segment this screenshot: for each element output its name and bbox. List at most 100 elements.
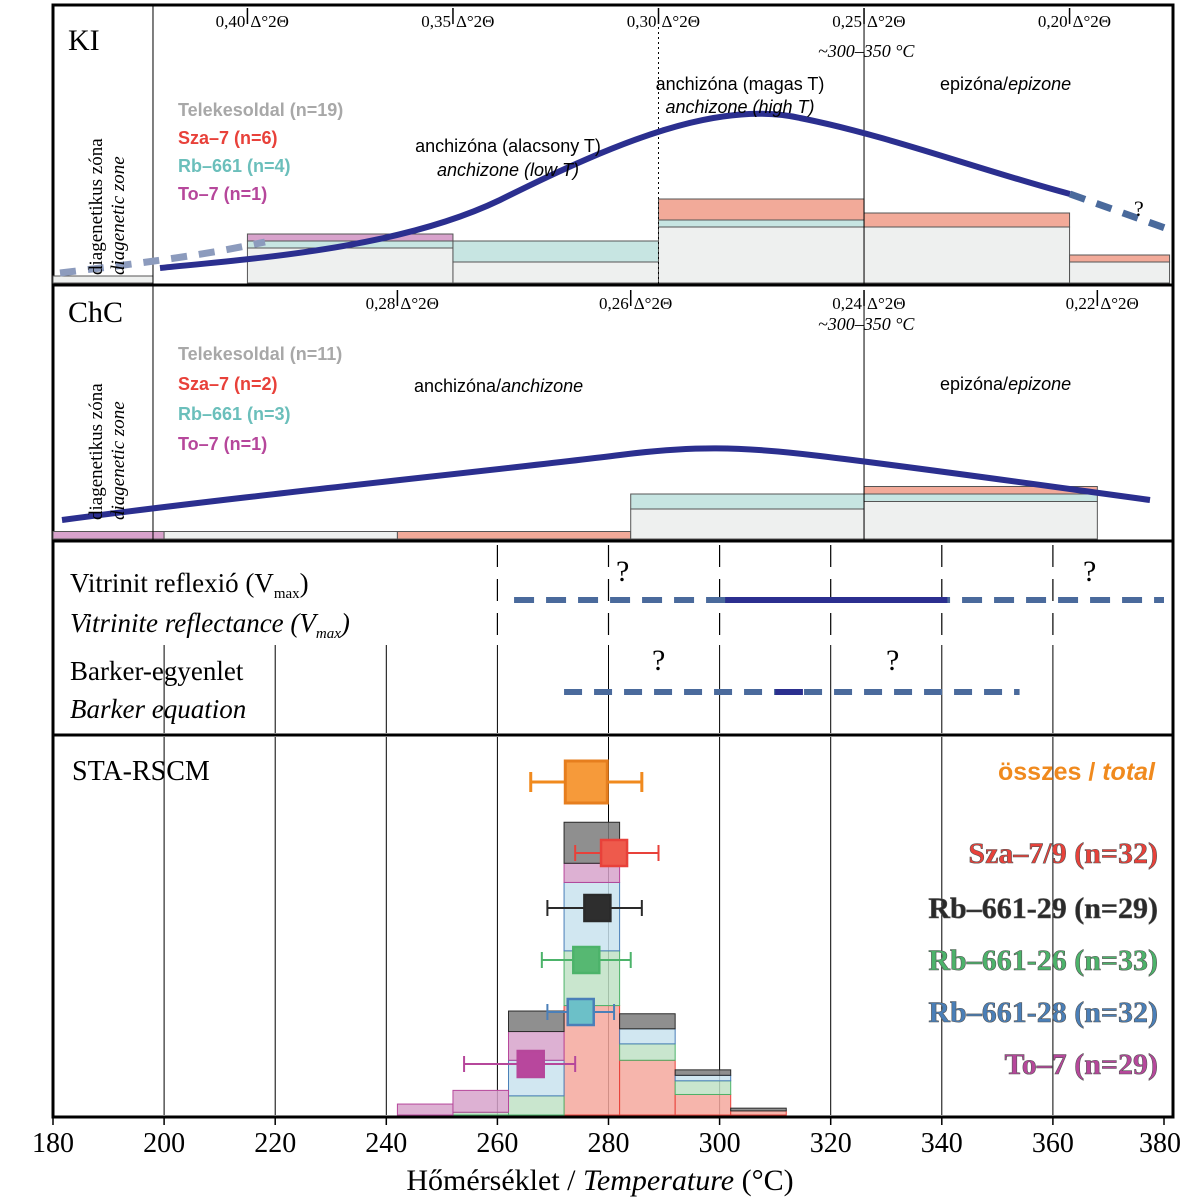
barker-label-hu: Barker-egyenlet — [70, 656, 244, 686]
x-tick-label-10: 380 — [1139, 1128, 1181, 1159]
ki-epizone-label: epizóna/epizone — [940, 74, 1071, 94]
sta-histogram-1-bin-2 — [619, 1013, 676, 1030]
sta-mean-marker-3 — [566, 997, 595, 1027]
chc-histogram-bar-1-seg-0 — [163, 531, 398, 540]
svg-text:diagenetic zone: diagenetic zone — [108, 401, 129, 520]
sta-series-label-0: Sza–7/9 (n=32) — [968, 837, 1158, 870]
chc-legend-telekesoldal: Telekesoldal (n=11) — [178, 344, 342, 364]
x-tick-label-2: 220 — [254, 1128, 296, 1159]
chc-top-tick-unit-2: Δ°2Θ — [867, 294, 906, 313]
sta-series-label-4: To–7 (n=29) — [1004, 1048, 1158, 1081]
chc-title: ChC — [68, 296, 123, 329]
x-tick-label-6: 300 — [699, 1128, 741, 1159]
x-axis: 180 200 220 240 260 280 300 320 340 360 380 — [32, 1117, 1181, 1159]
chc-legend-rb661: Rb–661 (n=3) — [178, 404, 291, 424]
ki-legend-rb661: Rb–661 (n=4) — [178, 156, 291, 176]
sta-panel: Sza–7/9 (n=32) Rb–661-29 (n=29) Rb–661-26 … — [163, 737, 1158, 1116]
x-tick-label-0: 180 — [32, 1128, 74, 1159]
sta-histogram-4-bin-0 — [396, 1103, 454, 1116]
sta-series-label-1: Rb–661-29 (n=29) — [928, 892, 1158, 925]
ki-temp-note: ~300–350 °C — [818, 41, 915, 61]
vr-question-2: ? — [1083, 555, 1096, 588]
ki-top-tick-unit-1: Δ°2Θ — [456, 12, 495, 31]
chc-histogram-bar-2-seg-0 — [396, 531, 632, 540]
vitrinite-label-hu: Vitrinit reflexió (Vmax) — [70, 568, 309, 602]
chc-top-tick-unit-3: Δ°2Θ — [1100, 294, 1139, 313]
sta-histogram-2-bin-4 — [674, 1080, 732, 1095]
chc-temp-note: ~300–350 °C — [818, 314, 915, 334]
ki-histogram-bar-3-seg-0 — [452, 261, 659, 284]
vr-question-1: ? — [616, 555, 629, 588]
ki-top-tick-unit-2: Δ°2Θ — [661, 12, 700, 31]
ki-histogram-bar-4-seg-1 — [657, 219, 865, 228]
chc-legend: Telekesoldal (n=11) Sza–7 (n=2) Rb–661 (… — [178, 344, 342, 454]
x-tick-label-8: 340 — [921, 1128, 963, 1159]
ki-anchizone-low-hu: anchizóna (alacsony T) — [415, 136, 601, 156]
sta-histogram-0-bin-3 — [730, 1110, 787, 1116]
chc-histogram-bar-4-seg-0 — [863, 501, 1098, 540]
sta-panel-frame — [51, 733, 1175, 1119]
sta-histogram-3-bin-3 — [674, 1074, 732, 1082]
ki-histogram-bar-3-seg-1 — [452, 240, 659, 263]
ki-top-tick-unit-4: Δ°2Θ — [1073, 12, 1112, 31]
ki-histogram-bar-4-seg-2 — [657, 198, 865, 221]
chc-top-tick-unit-0: Δ°2Θ — [400, 294, 439, 313]
x-tick-label-7: 320 — [810, 1128, 852, 1159]
ki-histogram-bar-5-seg-1 — [863, 212, 1071, 228]
barker-label-en: Barker equation — [70, 694, 246, 724]
ki-histogram-bar-5-seg-0 — [863, 226, 1071, 284]
ki-histogram-bar-0-seg-0 — [52, 275, 154, 284]
panel-frames — [51, 3, 1175, 1119]
sta-histogram-1-bin-4 — [730, 1107, 787, 1112]
x-tick-label-4: 260 — [476, 1128, 518, 1159]
chc-distribution-curve — [61, 445, 1151, 523]
ki-anchizone-high-hu: anchizóna (magas T) — [656, 74, 825, 94]
chc-legend-sza7: Sza–7 (n=2) — [178, 374, 278, 394]
ki-legend-to7: To–7 (n=1) — [178, 184, 267, 204]
ki-anchizone-high-en: anchizone (high T) — [665, 97, 814, 117]
sta-histogram-2-bin-1 — [508, 1095, 565, 1116]
ki-legend-telekesoldal: Telekesoldal (n=19) — [178, 100, 343, 120]
ki-histogram-bar-6-seg-0 — [1069, 261, 1171, 284]
chc-anchizone-label: anchizóna/anchizone — [414, 376, 583, 396]
ki-curve-dashed-left — [59, 238, 266, 277]
chc-top-tick-unit-1: Δ°2Θ — [634, 294, 673, 313]
x-tick-label-5: 280 — [588, 1128, 630, 1159]
ki-top-tick-label-2: 0,30 — [627, 12, 657, 31]
ki-anchizone-low-en: anchizone (low T) — [437, 160, 579, 180]
ki-title: KI — [68, 24, 100, 57]
chc-epizone-label: epizóna/epizone — [940, 374, 1071, 394]
chc-histogram-bar-3-seg-0 — [630, 508, 865, 540]
ki-histogram-bar-2-seg-0 — [246, 247, 454, 284]
sta-histogram-4-bin-1 — [452, 1089, 510, 1113]
svg-text:diagenetikus zóna: diagenetikus zóna — [86, 383, 107, 520]
ki-top-tick-label-4: 0,20 — [1038, 12, 1068, 31]
sta-title: STA-RSCM — [72, 756, 210, 787]
ki-panel: 0,40 Δ°2Θ 0,35 Δ°2Θ 0,30 Δ°2Θ 0,25 Δ°2Θ 0,20 Δ°2Θ — [52, 6, 1171, 284]
x-axis-label: Hőmérséklet / Temperature (°C) — [406, 1164, 793, 1197]
ki-diagenetic-zone-label: diagenetikus zóna diagenetic zone — [86, 138, 129, 275]
sta-histogram-1-bin-3 — [674, 1069, 732, 1076]
sta-histogram-3-bin-2 — [619, 1028, 676, 1045]
x-tick-label-3: 240 — [365, 1128, 407, 1159]
sta-histogram-0-bin-2 — [674, 1093, 732, 1116]
ki-histogram-bar-2-seg-2 — [246, 233, 454, 242]
chc-histogram-bar-4-seg-1 — [863, 493, 1098, 502]
ki-legend: Telekesoldal (n=19) Sza–7 (n=6) Rb–661 (… — [178, 100, 343, 204]
ki-question-mark: ? — [1134, 196, 1144, 221]
sta-series-label-2: Rb–661-26 (n=33) — [928, 944, 1158, 977]
ki-top-tick-label-1: 0,35 — [421, 12, 451, 31]
ki-top-tick-label-3: 0,25 — [832, 12, 862, 31]
ki-top-tick-unit-0: Δ°2Θ — [250, 12, 289, 31]
sta-mean-marker-1 — [583, 893, 612, 923]
chc-legend-to7: To–7 (n=1) — [178, 434, 267, 454]
barker-question-1: ? — [652, 644, 665, 677]
ki-histogram-bar-4-seg-0 — [657, 226, 865, 284]
sta-mean-marker-4 — [516, 1049, 545, 1079]
chc-histogram-bar-0-seg-0 — [52, 531, 165, 540]
sta-series-label-3: Rb–661-28 (n=32) — [928, 996, 1158, 1029]
ki-curve-dashed-right — [1068, 190, 1167, 232]
x-tick-label-9: 360 — [1032, 1128, 1074, 1159]
chc-histogram-bar-3-seg-1 — [630, 493, 865, 510]
